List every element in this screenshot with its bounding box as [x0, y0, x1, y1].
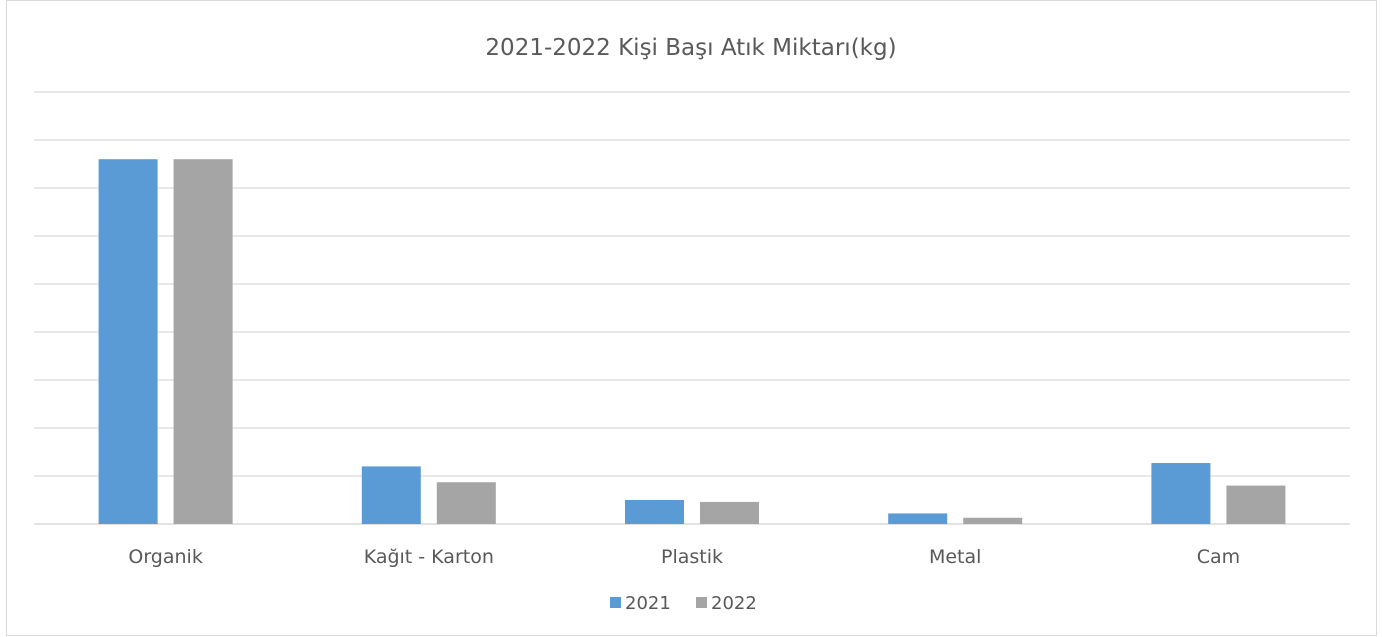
bar-2021-metal	[888, 513, 948, 524]
bar-2022-organik	[173, 159, 233, 524]
legend-swatch-2022	[696, 597, 707, 608]
category-label: Metal	[929, 546, 981, 568]
bar-2021-plastik	[625, 500, 684, 524]
bar-2022-metal	[963, 517, 1023, 524]
bar-2021-organik	[98, 159, 158, 524]
bar-2022-plastik	[700, 501, 759, 524]
category-label: Plastik	[661, 546, 723, 568]
legend: 2021 2022	[610, 593, 757, 614]
category-label: Cam	[1197, 546, 1240, 568]
bar-2021-kağıt-karton	[361, 466, 421, 524]
category-labels: Organik Kağıt - Karton Plastik Metal Cam	[128, 546, 1240, 568]
bar-2022-kağıt-karton	[436, 482, 496, 524]
bar-2021-cam	[1151, 463, 1211, 524]
legend-label-2021: 2021	[625, 593, 671, 614]
legend-label-2022: 2022	[711, 593, 757, 614]
bar-2022-cam	[1226, 485, 1286, 524]
chart-title: 2021-2022 Kişi Başı Atık Miktarı(kg)	[485, 35, 896, 61]
gridlines	[34, 91, 1350, 525]
bars	[98, 159, 1286, 524]
chart-frame	[6, 0, 1377, 636]
category-label: Kağıt - Karton	[364, 546, 494, 568]
category-label: Organik	[128, 546, 202, 568]
legend-swatch-2021	[610, 597, 621, 608]
